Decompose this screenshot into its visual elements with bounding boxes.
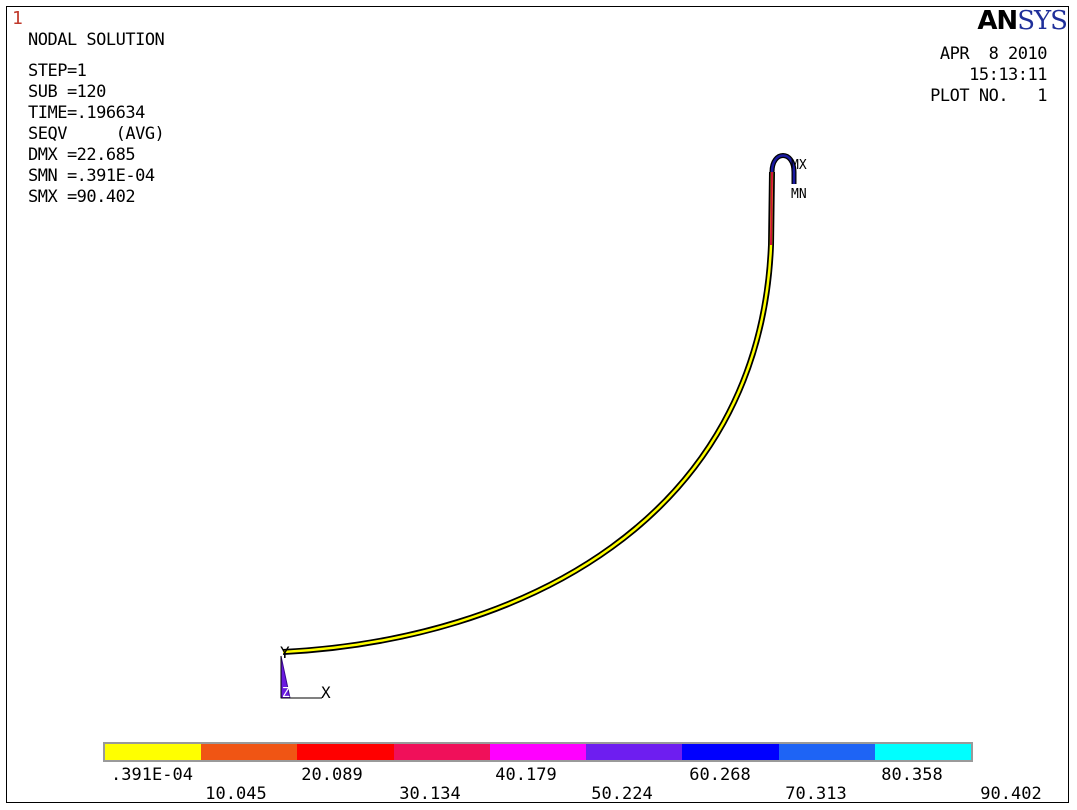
beam-outline xyxy=(282,171,775,655)
legend-label: 80.358 xyxy=(881,765,943,785)
beam-contour xyxy=(282,171,774,654)
solution-title: NODAL SOLUTION xyxy=(28,30,165,50)
solution-info-block: NODAL SOLUTION STEP=1 SUB =120 TIME=.196… xyxy=(28,30,165,208)
triad-y-label: Y xyxy=(280,643,290,662)
legend-label: 20.089 xyxy=(301,765,363,785)
ansys-logo: ANSYS xyxy=(977,6,1068,36)
beam-hook-color xyxy=(770,154,796,184)
triad-z-label: Z xyxy=(282,686,290,701)
legend-label: 40.179 xyxy=(495,765,557,785)
legend-label: 90.402 xyxy=(980,784,1042,804)
legend-band xyxy=(489,744,587,760)
plot-frame xyxy=(6,6,1069,803)
legend-label: 70.313 xyxy=(785,784,847,804)
legend-band xyxy=(778,744,875,760)
plot-date: APR 8 2010 xyxy=(939,44,1048,64)
legend-band xyxy=(393,744,490,760)
legend-color-bar xyxy=(103,742,973,762)
legend-label: .391E-04 xyxy=(111,765,193,785)
plot-header-info: APR 8 2010 15:13:11 PLOT NO. 1 xyxy=(930,44,1047,107)
legend-label: 50.224 xyxy=(591,784,653,804)
step-value: STEP=1 xyxy=(28,61,87,81)
mx-marker: MX xyxy=(791,158,807,173)
legend-band xyxy=(105,744,202,760)
legend-band xyxy=(297,744,394,760)
sub-value: SUB =120 xyxy=(28,82,106,102)
window-number: 1 xyxy=(12,8,23,29)
legend-band xyxy=(201,744,298,760)
legend-label: 10.045 xyxy=(205,784,267,804)
smx-value: SMX =90.402 xyxy=(28,187,136,207)
triad-x-label: X xyxy=(321,683,331,702)
legend-band xyxy=(874,744,971,760)
legend-label: 30.134 xyxy=(399,784,461,804)
contour-legend xyxy=(103,742,973,762)
legend-band xyxy=(586,744,683,760)
mn-marker: MN xyxy=(791,187,807,202)
beam-tip-red xyxy=(770,171,773,246)
smn-value: SMN =.391E-04 xyxy=(28,166,155,186)
plot-number: PLOT NO. 1 xyxy=(930,86,1047,106)
plot-time: 15:13:11 xyxy=(969,65,1047,85)
time-value: TIME=.196634 xyxy=(28,103,145,123)
seqv-value: SEQV (AVG) xyxy=(28,124,165,144)
dmx-value: DMX =22.685 xyxy=(28,145,136,165)
legend-band xyxy=(682,744,779,760)
legend-label: 60.268 xyxy=(689,765,751,785)
